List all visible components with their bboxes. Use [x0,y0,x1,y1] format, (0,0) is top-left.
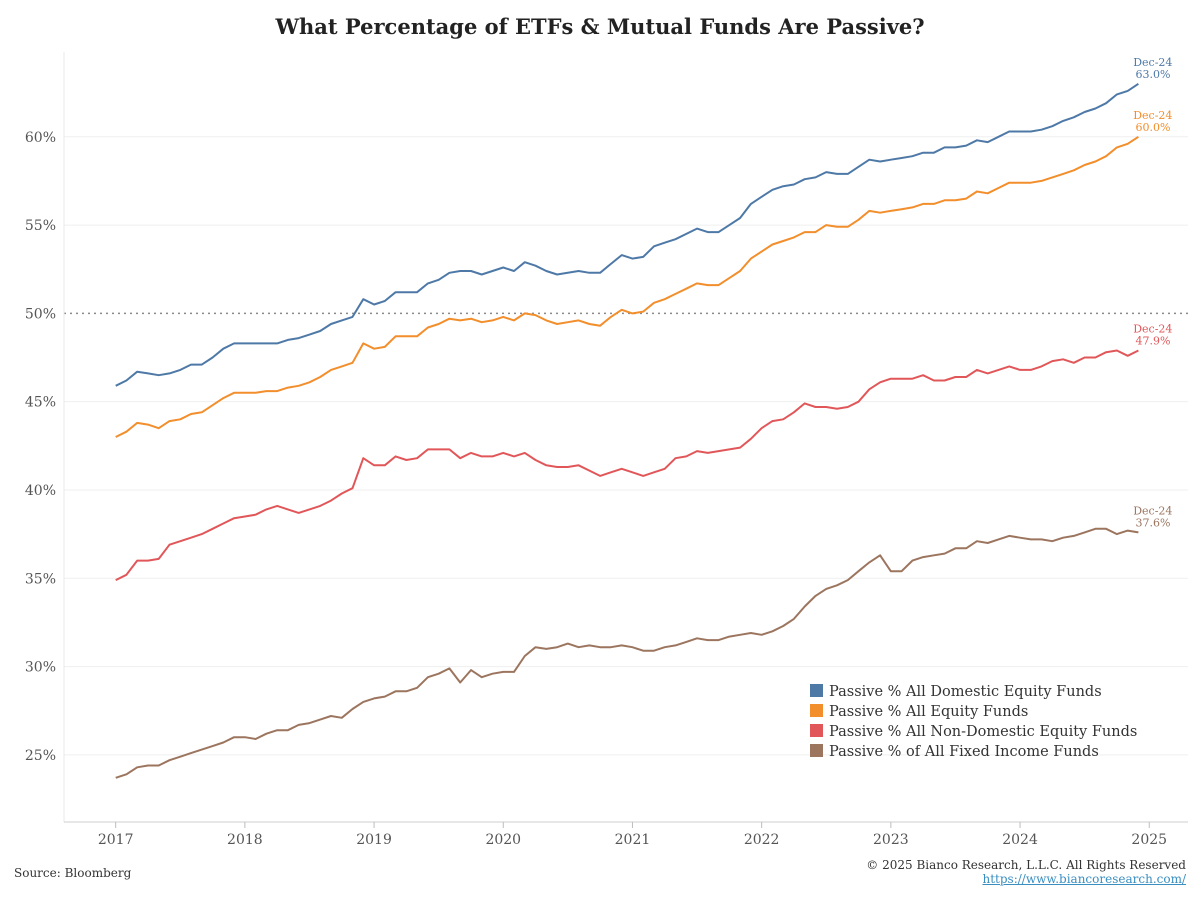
legend-item: Passive % All Non-Domestic Equity Funds [810,722,1137,742]
footer-credits: © 2025 Bianco Research, L.L.C. All Right… [866,858,1186,886]
axes: 25% 30% 35% 40% 45% 50% 55% 60% 2017 2018 2019 2020… [25,52,1188,848]
y-tick-label: 25% [25,748,56,764]
legend-label: Passive % All Equity Funds [829,704,1029,720]
x-tick-label: 2025 [1131,832,1167,848]
x-tick-label: 2024 [1002,832,1038,848]
website-link[interactable]: https://www.biancoresearch.com/ [982,872,1186,886]
end-label-date: Dec-24 [1133,109,1172,122]
legend-swatch [810,684,823,697]
legend-swatch [810,744,823,757]
series-lines [115,82,1139,779]
end-label-date: Dec-24 [1133,56,1172,69]
copyright-text: © 2025 Bianco Research, L.L.C. All Right… [866,858,1186,872]
x-tick-label: 2017 [98,832,134,848]
y-tick-label: 35% [25,571,56,587]
series-line-2 [115,349,1139,581]
series-line-0 [115,82,1139,387]
end-label-value: 63.0% [1135,68,1170,81]
x-tick-label: 2022 [744,832,780,848]
end-label-value: 60.0% [1135,121,1170,134]
y-tick-label: 50% [25,306,56,322]
chart-title: What Percentage of ETFs & Mutual Funds A… [275,14,925,39]
x-tick-label: 2020 [485,832,521,848]
end-label-value: 37.6% [1135,516,1170,529]
series-line-3 [115,527,1139,779]
y-tick-label: 55% [25,218,56,234]
legend-swatch [810,704,823,717]
legend-label: Passive % All Non-Domestic Equity Funds [829,724,1138,740]
x-tick-label: 2019 [356,832,392,848]
legend-item: Passive % All Equity Funds [810,702,1137,722]
legend: Passive % All Domestic Equity Funds Passi… [810,682,1137,762]
legend-swatch [810,724,823,737]
source-note: Source: Bloomberg [14,866,132,880]
series-line-1 [115,135,1139,438]
y-tick-label: 45% [25,395,56,411]
y-tick-label: 40% [25,483,56,499]
y-tick-label: 60% [25,130,56,146]
legend-label: Passive % All Domestic Equity Funds [829,684,1102,700]
y-tick-label: 30% [25,660,56,676]
end-label-date: Dec-24 [1133,504,1172,517]
legend-label: Passive % of All Fixed Income Funds [829,744,1099,760]
x-tick-label: 2023 [873,832,909,848]
x-tick-label: 2021 [615,832,651,848]
legend-item: Passive % of All Fixed Income Funds [810,742,1137,762]
legend-item: Passive % All Domestic Equity Funds [810,682,1137,702]
end-label-value: 47.9% [1135,334,1170,347]
end-label-date: Dec-24 [1133,322,1172,335]
end-labels: Dec-2463.0%Dec-2460.0%Dec-2447.9%Dec-243… [1133,56,1172,530]
grid-lines [64,136,1188,756]
x-tick-label: 2018 [227,832,263,848]
